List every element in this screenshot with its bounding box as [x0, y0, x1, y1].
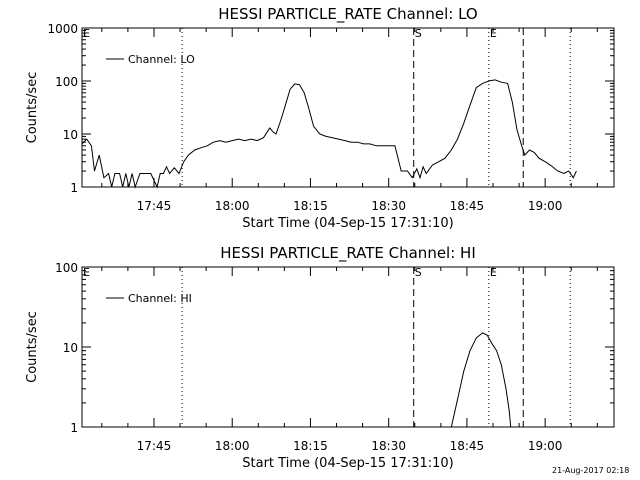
- marker-label: E: [490, 27, 497, 40]
- y-axis-label: Counts/sec: [25, 311, 40, 383]
- y-tick-label: 100: [55, 75, 78, 89]
- x-tick-label: 19:00: [528, 439, 563, 453]
- x-axis-label: Start Time (04-Sep-15 17:31:10): [242, 216, 453, 231]
- x-axis-label: Start Time (04-Sep-15 17:31:10): [242, 456, 453, 471]
- corner-mark-label: E: [83, 27, 90, 40]
- series-line: [81, 79, 577, 189]
- plot-frame: [81, 27, 615, 188]
- corner-mark-label: E: [83, 266, 90, 279]
- x-tick-label: 18:45: [450, 439, 485, 453]
- x-tick-label: 19:00: [528, 199, 563, 213]
- y-tick-label: 100: [55, 261, 78, 275]
- y-tick-label: 1000: [47, 22, 78, 36]
- plot-timestamp: 21-Aug-2017 02:18: [552, 466, 630, 475]
- marker-label: E: [490, 266, 497, 279]
- chart-title: HESSI PARTICLE_RATE Channel: HI: [220, 244, 476, 263]
- legend-label: Channel: LO: [128, 53, 195, 66]
- plot-panel-1: HESSI PARTICLE_RATE Channel: LO Start Tim…: [25, 5, 615, 231]
- x-tick-label: 17:45: [137, 439, 172, 453]
- marker-label: S: [415, 266, 422, 279]
- x-tick-label: 18:00: [215, 199, 250, 213]
- x-tick-label: 18:30: [371, 199, 406, 213]
- y-tick-label: 1: [70, 181, 78, 195]
- x-tick-label: 18:15: [293, 199, 328, 213]
- x-tick-label: 18:45: [450, 199, 485, 213]
- series-line: [450, 332, 512, 428]
- y-tick-label: 1: [70, 421, 78, 435]
- x-tick-label: 18:00: [215, 439, 250, 453]
- marker-label: S: [415, 27, 422, 40]
- x-tick-label: 17:45: [137, 199, 172, 213]
- plot-panel-2: HESSI PARTICLE_RATE Channel: HI Start Tim…: [25, 244, 615, 471]
- plot-frame: [81, 266, 615, 428]
- y-tick-label: 10: [63, 341, 78, 355]
- y-tick-label: 10: [63, 128, 78, 142]
- chart-title: HESSI PARTICLE_RATE Channel: LO: [218, 5, 477, 24]
- x-tick-label: 18:30: [371, 439, 406, 453]
- y-axis-label: Counts/sec: [25, 72, 40, 144]
- x-tick-label: 18:15: [293, 439, 328, 453]
- legend-label: Channel: HI: [128, 292, 192, 305]
